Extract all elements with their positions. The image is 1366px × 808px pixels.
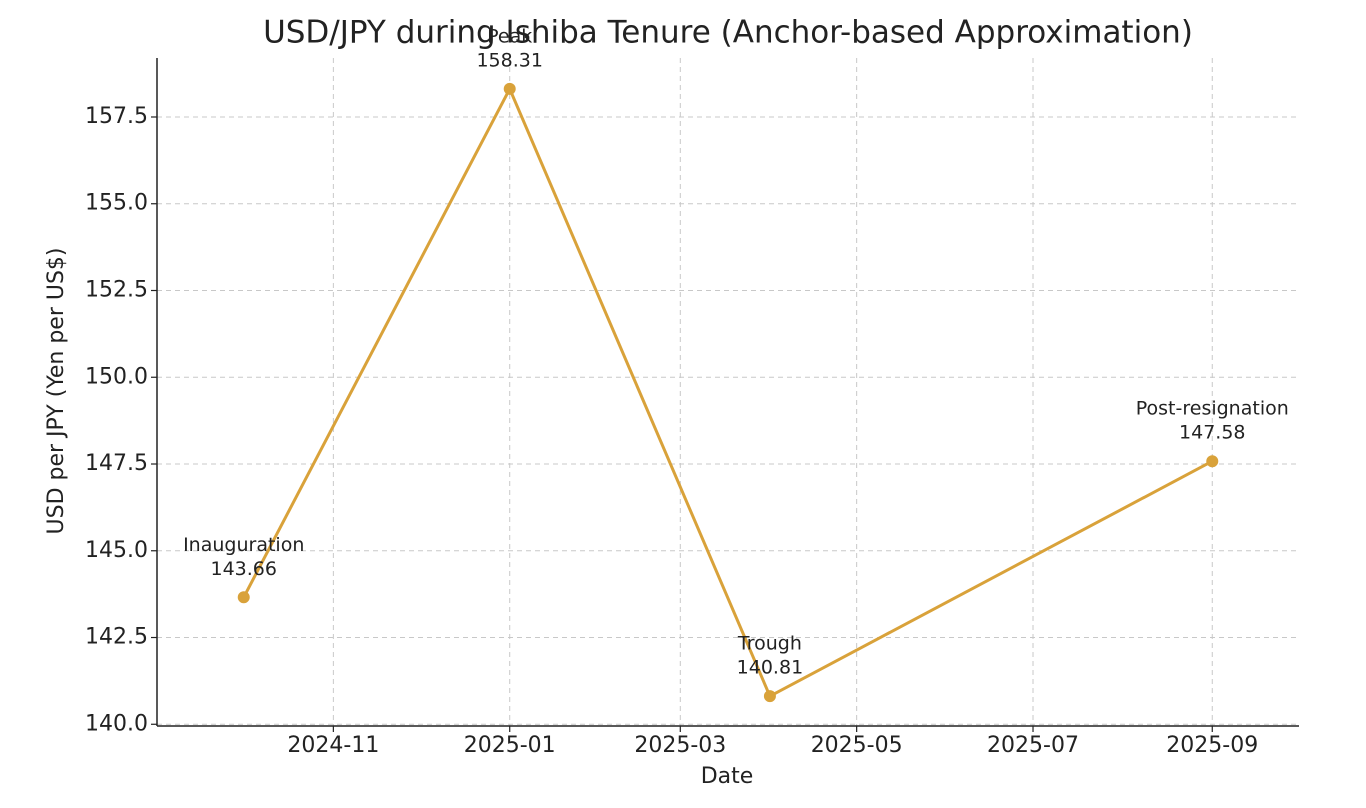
y-tick-label: 147.5 [85,451,148,476]
data-point [237,591,250,604]
value-label: 140.81 [737,657,803,679]
y-tick-label: 150.0 [85,364,148,389]
point-annotation: Trough [737,633,802,655]
point-annotation: Peak [487,25,532,47]
chart-title: USD/JPY during Ishiba Tenure (Anchor-bas… [263,15,1193,51]
x-tick-label: 2025-03 [634,733,726,758]
y-axis-label: USD per JPY (Yen per US$) [44,248,69,535]
data-point [763,690,776,703]
x-axis-label: Date [701,764,754,789]
x-tick-label: 2025-05 [811,733,903,758]
y-tick-label: 155.0 [85,191,148,216]
data-point [1206,455,1219,468]
y-tick-label: 145.0 [85,538,148,563]
x-tick-label: 2025-07 [987,733,1079,758]
value-label: 158.31 [476,49,542,71]
y-tick-label: 157.5 [85,104,148,129]
x-tick-label: 2024-11 [287,733,379,758]
y-tick-label: 142.5 [85,625,148,650]
series-line [242,85,1213,699]
point-annotation: Post-resignation [1136,398,1289,420]
value-label: 143.66 [210,558,276,580]
x-tick-label: 2025-01 [464,733,556,758]
x-tick-label: 2025-09 [1166,733,1258,758]
y-tick-label: 152.5 [85,277,148,302]
point-annotation: Inauguration [183,534,304,556]
data-point [503,82,516,95]
y-tick-label: 140.0 [85,711,148,736]
value-label: 147.58 [1179,422,1245,444]
